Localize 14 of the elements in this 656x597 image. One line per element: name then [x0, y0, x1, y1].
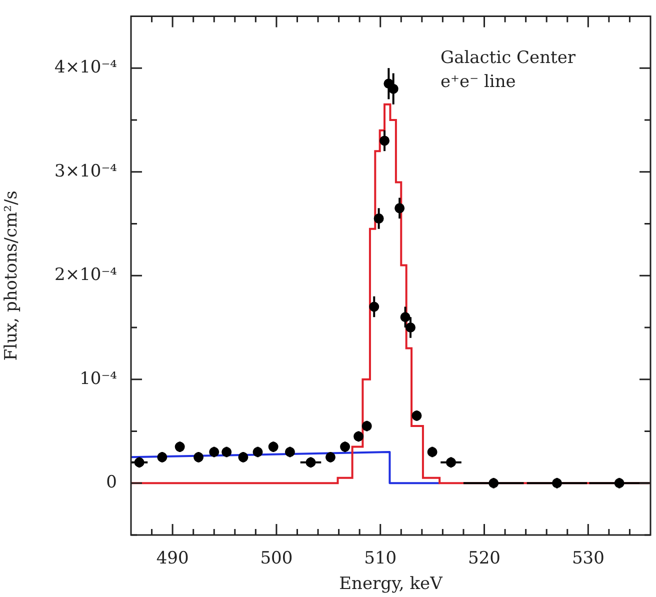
x-tick-label: 530	[572, 548, 604, 569]
annotation: e⁺e⁻ line	[440, 72, 516, 92]
y-tick-label: 2×10⁻⁴	[54, 265, 118, 286]
x-axis-title: Energy, keV	[339, 574, 444, 594]
x-tick-label: 510	[364, 548, 397, 569]
x-tick-label: 520	[468, 548, 500, 569]
y-tick-label: 0	[106, 472, 117, 493]
x-tick-label: 500	[260, 548, 293, 569]
annotation: Galactic Center	[440, 48, 576, 68]
x-tick-label: 490	[156, 548, 189, 569]
y-tick-label: 3×10⁻⁴	[54, 161, 118, 182]
y-tick-label: 10⁻⁴	[80, 368, 118, 389]
y-tick-label: 4×10⁻⁴	[54, 58, 118, 78]
y-axis-title: Flux, photons/cm²/s	[2, 190, 22, 361]
